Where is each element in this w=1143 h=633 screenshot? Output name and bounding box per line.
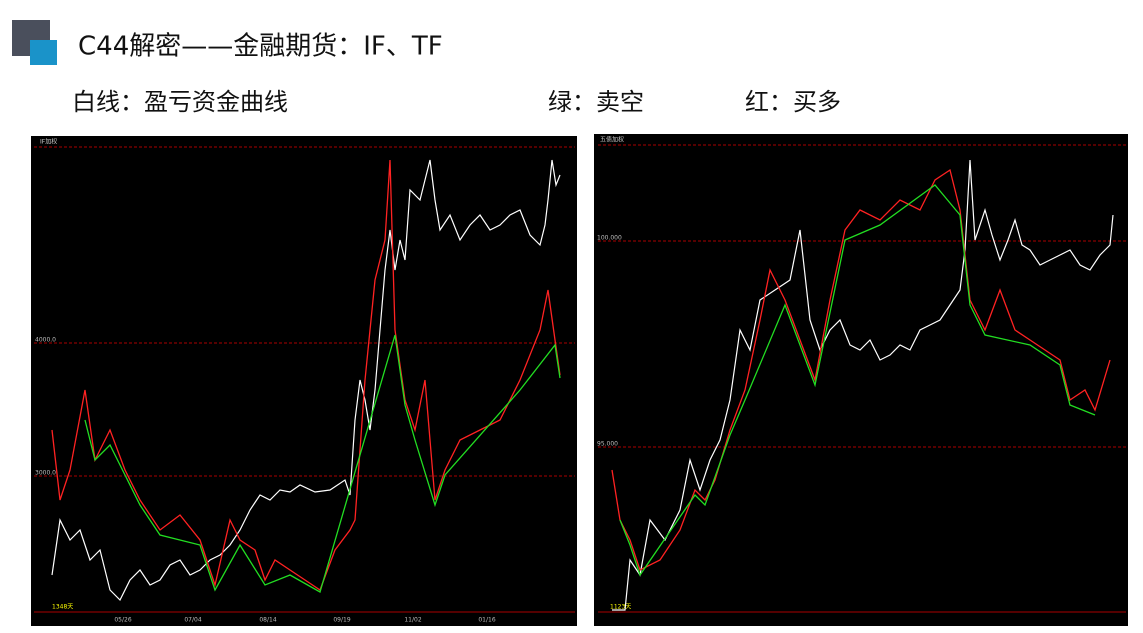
panel-name: 五债加权 (600, 136, 624, 144)
date-label: 01/16 (478, 617, 495, 624)
days-label: 1123天 (610, 604, 631, 611)
date-label: 08/14 (259, 617, 276, 624)
panel-name: IF加权 (40, 138, 57, 146)
level-label: 4000.0 (35, 337, 56, 344)
date-label: 09/19 (333, 617, 350, 624)
level-label: 95.000 (597, 441, 618, 448)
legend-green: 绿：卖空 (548, 88, 644, 116)
legend-red: 红：买多 (745, 88, 841, 116)
price-long (611, 168, 1111, 571)
level-label: 100.000 (597, 235, 622, 242)
panel-left (31, 136, 577, 626)
price-long (51, 159, 561, 591)
days-label: 1348天 (52, 604, 73, 611)
equity-curve (51, 159, 561, 602)
date-label: 05/26 (114, 617, 131, 624)
icon-blue (30, 40, 57, 65)
level-label: 3000.0 (35, 470, 56, 477)
legend-white: 白线：盈亏资金曲线 (72, 88, 288, 116)
date-label: 07/04 (184, 617, 201, 624)
title: C44解密——金融期货：IF、TF (78, 32, 443, 62)
price-short (84, 334, 561, 593)
date-label: 11/02 (404, 617, 421, 624)
price-short (619, 184, 1096, 577)
panel-right (594, 134, 1128, 626)
equity-curve (612, 159, 1114, 611)
